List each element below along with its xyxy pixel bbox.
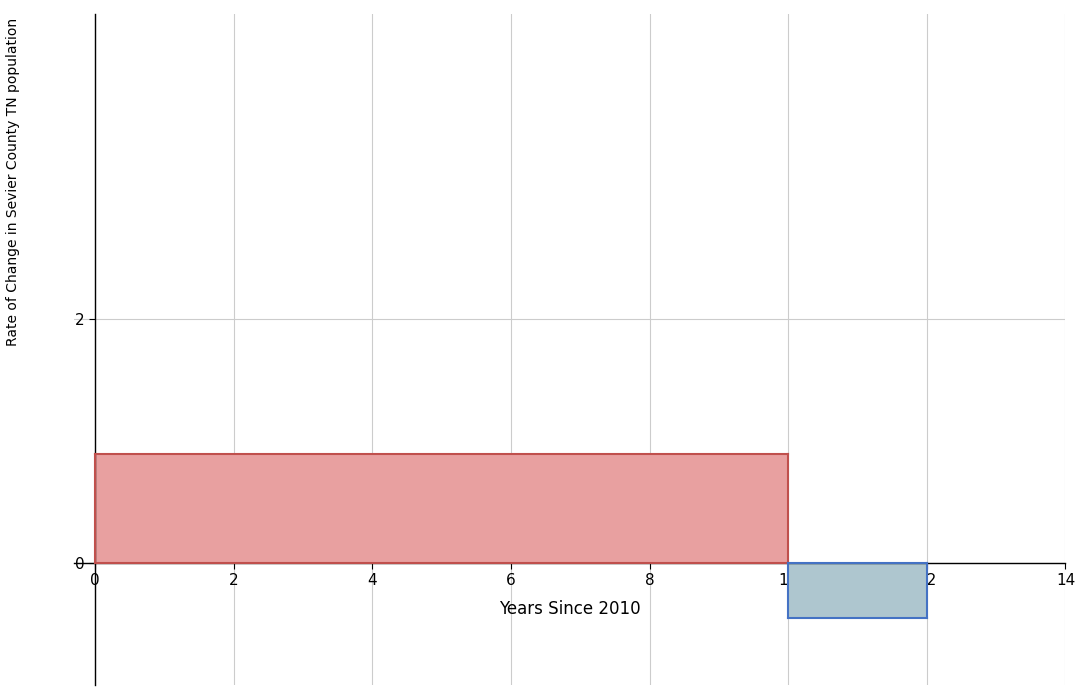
X-axis label: Years Since 2010: Years Since 2010 [499, 600, 640, 618]
Y-axis label: Rate of Change in Sevier County TN population: Rate of Change in Sevier County TN popul… [5, 17, 20, 346]
